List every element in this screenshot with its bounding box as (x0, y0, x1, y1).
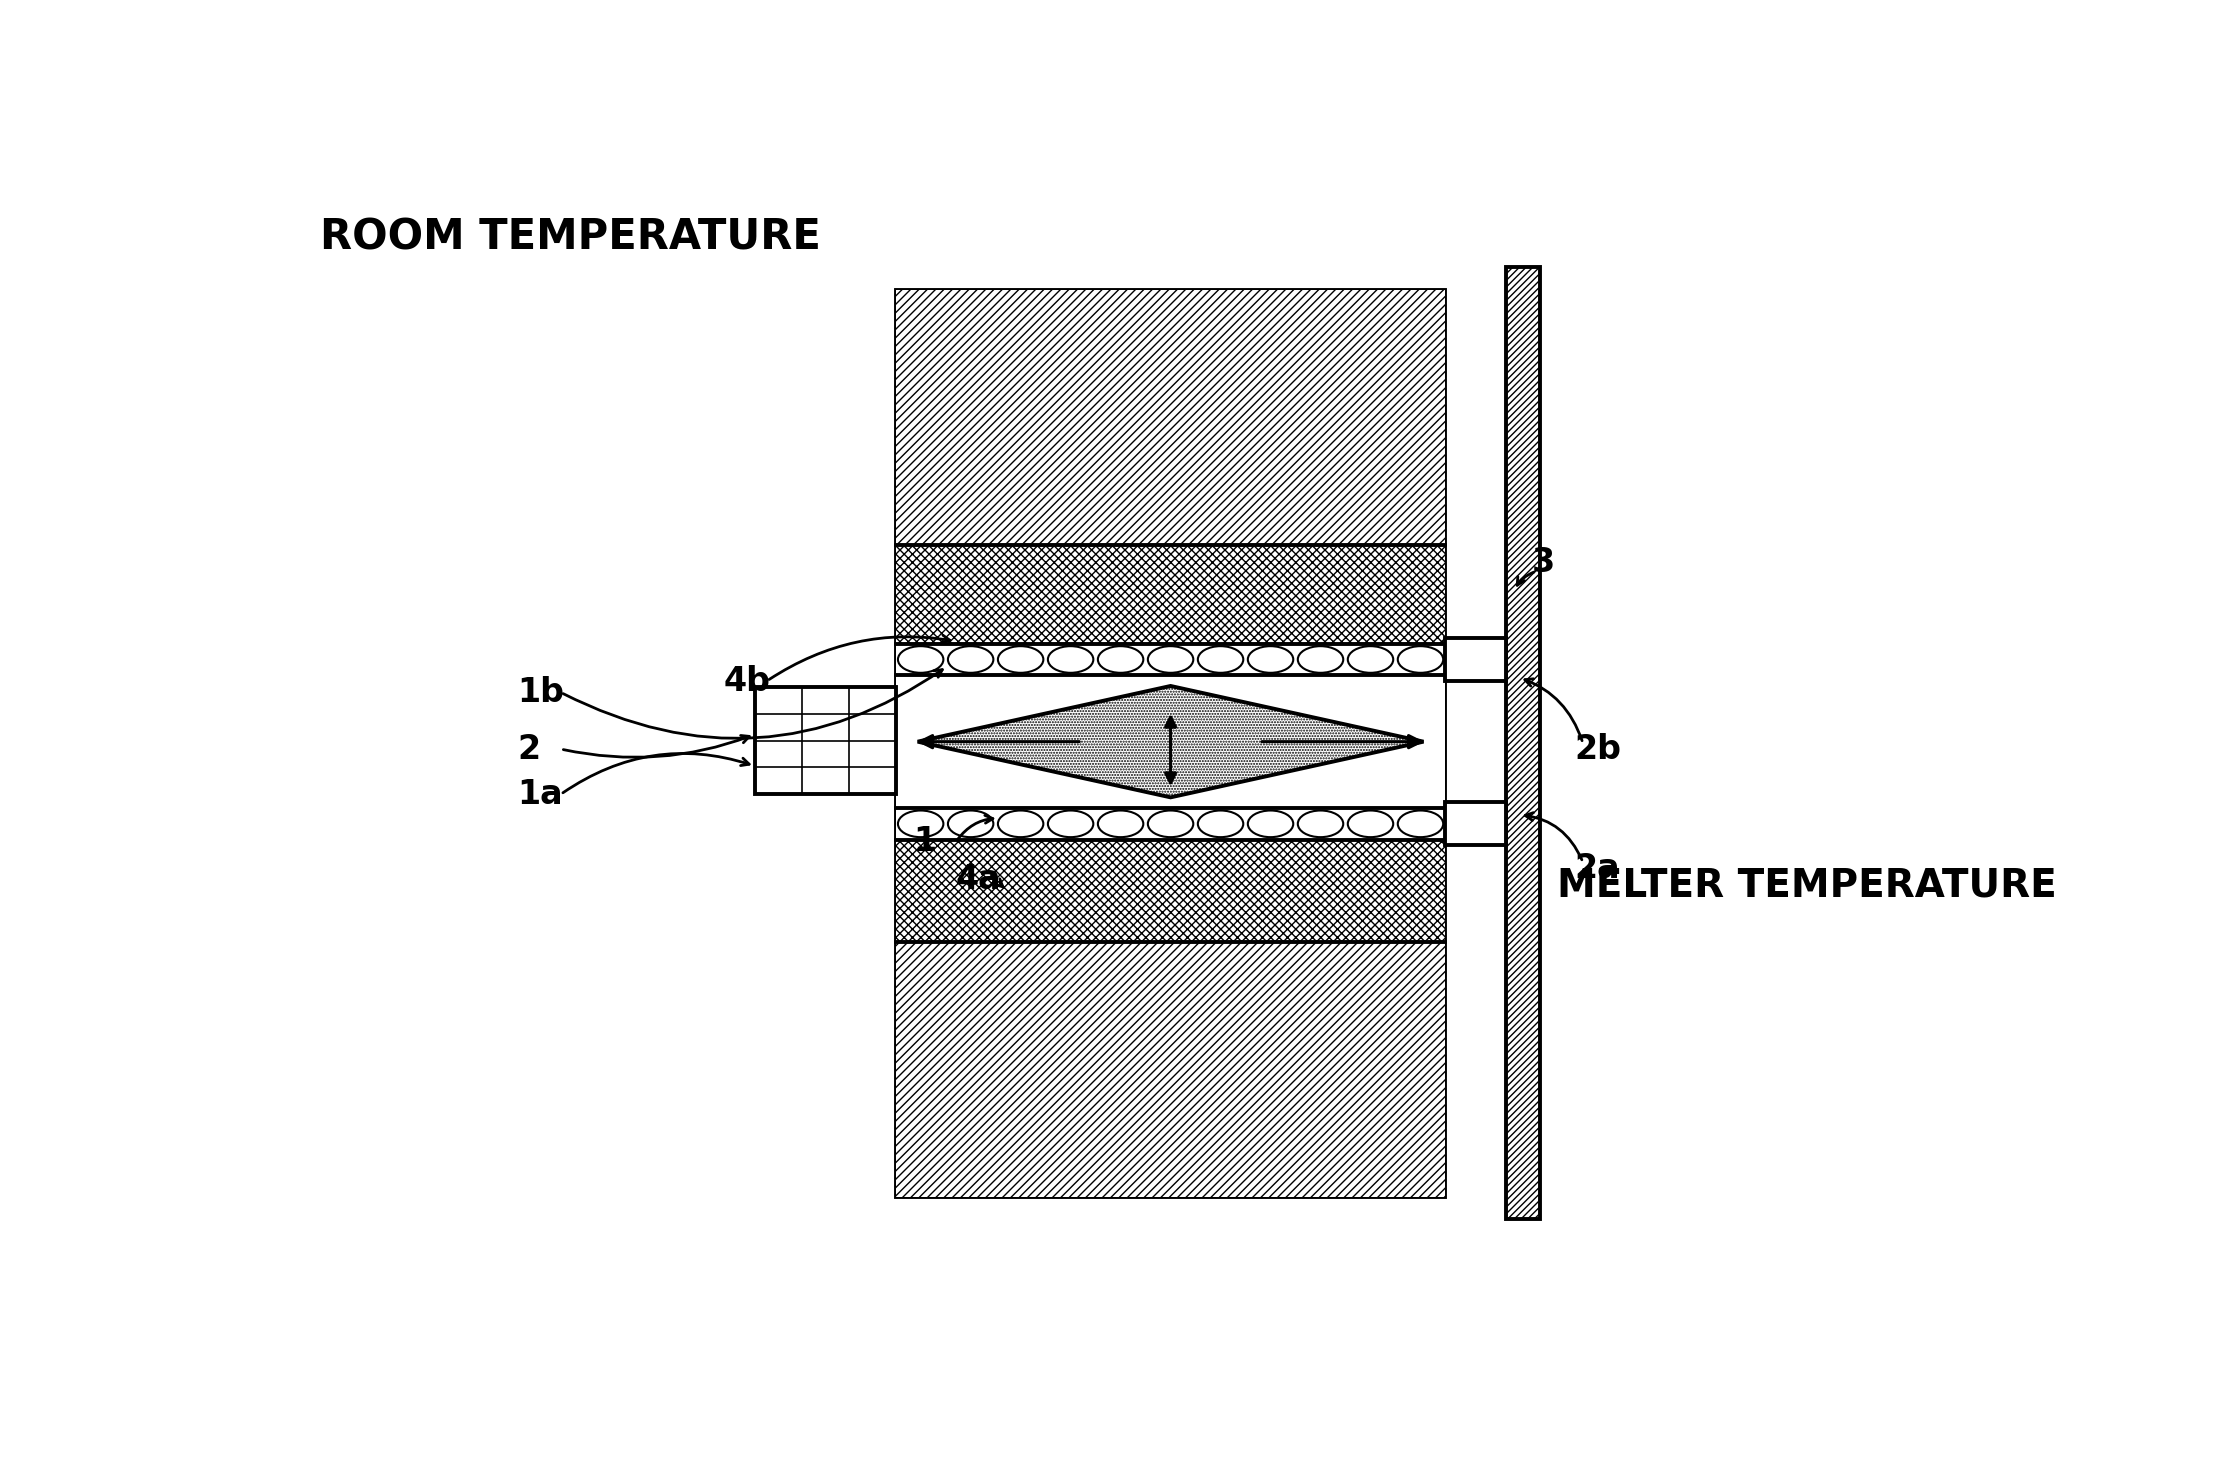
Ellipse shape (898, 811, 944, 838)
Text: 1: 1 (913, 826, 936, 858)
Bar (754, 687, 896, 795)
Ellipse shape (1148, 646, 1193, 673)
Bar (896, 676, 1445, 808)
Ellipse shape (1049, 811, 1093, 838)
Ellipse shape (1197, 646, 1244, 673)
Bar (896, 808, 1445, 839)
Ellipse shape (1248, 646, 1293, 673)
Ellipse shape (1297, 646, 1344, 673)
Ellipse shape (1397, 811, 1443, 838)
Text: 2a: 2a (1574, 851, 1621, 885)
Text: 2b: 2b (1574, 733, 1621, 765)
Bar (896, 643, 1445, 676)
Ellipse shape (1097, 646, 1144, 673)
Ellipse shape (1197, 811, 1244, 838)
Ellipse shape (1097, 811, 1144, 838)
Bar (1505, 268, 1541, 1219)
Bar (896, 290, 1445, 545)
Text: ROOM TEMPERATURE: ROOM TEMPERATURE (319, 216, 820, 258)
Ellipse shape (1248, 811, 1293, 838)
Ellipse shape (1297, 811, 1344, 838)
Bar (896, 839, 1445, 942)
Ellipse shape (1148, 811, 1193, 838)
Bar (896, 942, 1445, 1197)
Bar (1445, 637, 1505, 682)
Text: MELTER TEMPERATURE: MELTER TEMPERATURE (1556, 866, 2057, 904)
Ellipse shape (898, 646, 944, 673)
Bar (1505, 268, 1541, 1219)
Text: 1a: 1a (517, 777, 563, 811)
Ellipse shape (1049, 646, 1093, 673)
Bar (896, 942, 1445, 1197)
Text: 2: 2 (517, 733, 541, 765)
Bar (896, 290, 1445, 1197)
Ellipse shape (1348, 811, 1392, 838)
Text: 4b: 4b (723, 664, 772, 698)
Text: 1b: 1b (517, 676, 565, 710)
Polygon shape (918, 686, 1423, 798)
Ellipse shape (949, 811, 993, 838)
Ellipse shape (998, 811, 1044, 838)
Ellipse shape (998, 646, 1044, 673)
Ellipse shape (1348, 646, 1392, 673)
Text: 3: 3 (1532, 546, 1554, 578)
Text: 4a: 4a (956, 863, 1002, 896)
Bar (896, 545, 1445, 643)
Bar (896, 545, 1445, 643)
Ellipse shape (1397, 646, 1443, 673)
Bar (1445, 802, 1505, 845)
Bar (896, 290, 1445, 545)
Ellipse shape (949, 646, 993, 673)
Bar (896, 839, 1445, 942)
